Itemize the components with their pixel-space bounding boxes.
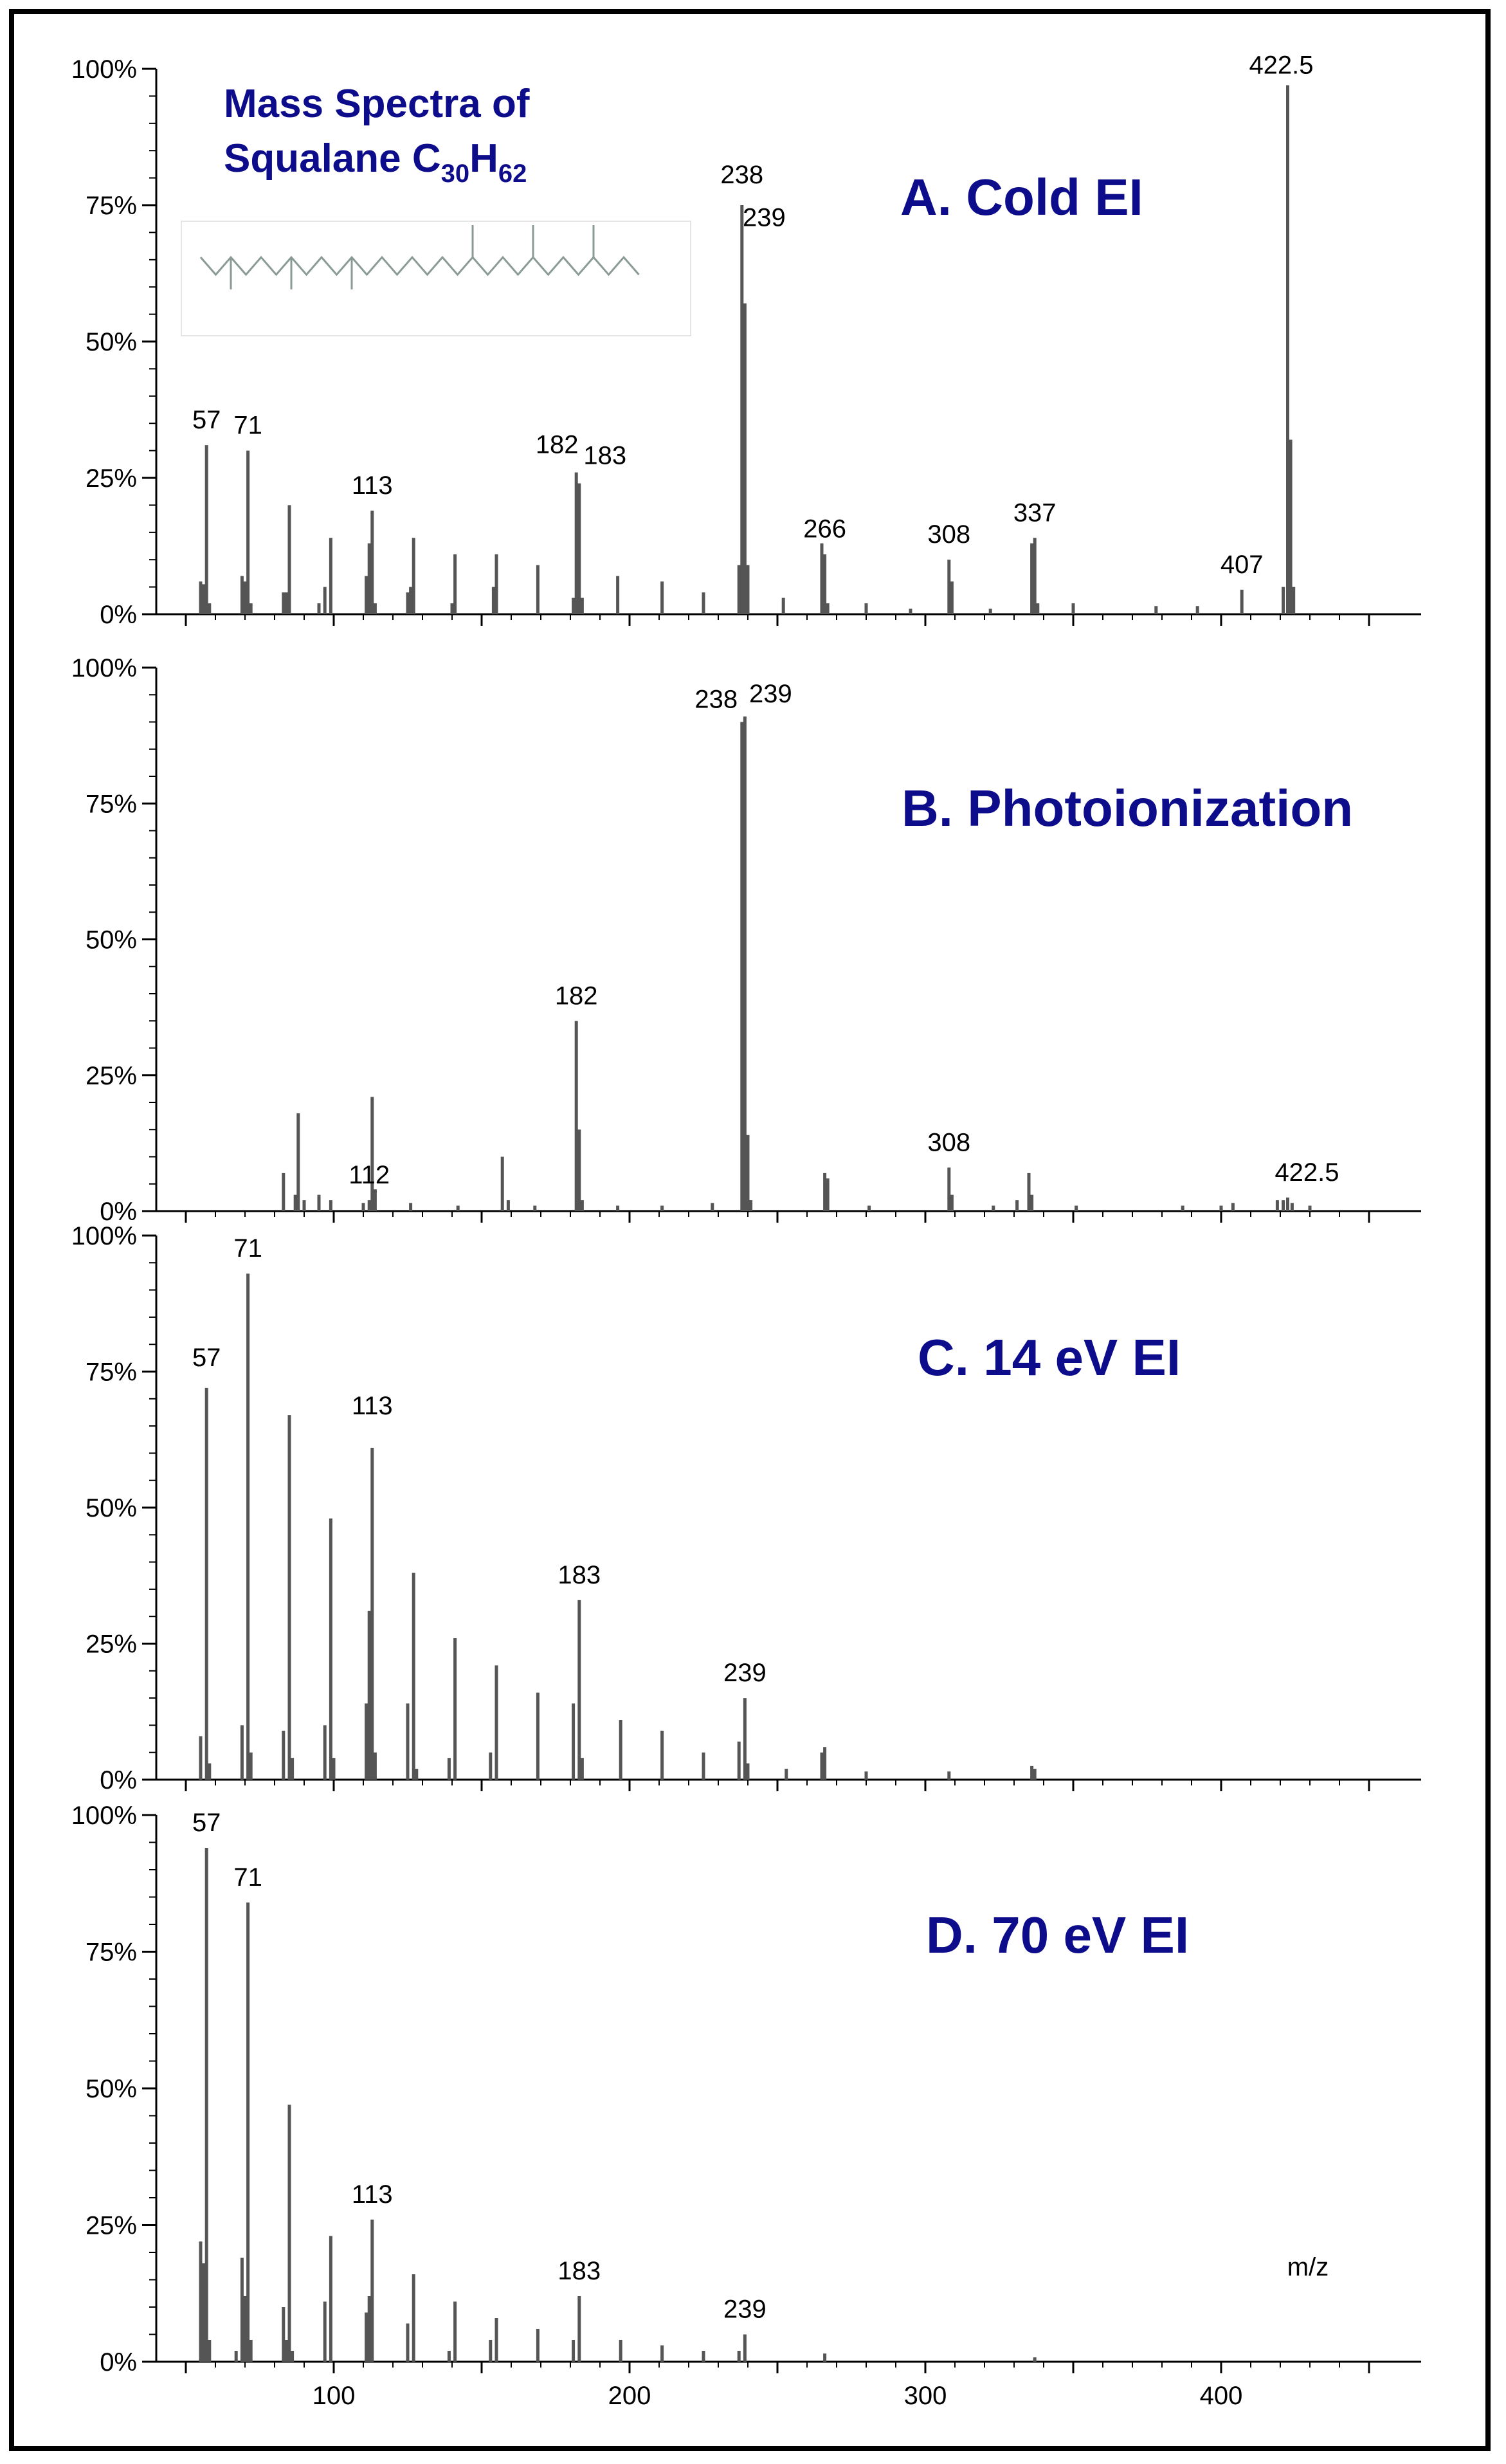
- y-tick-label: 0%: [100, 2348, 137, 2377]
- peak-label: 112: [349, 1161, 390, 1189]
- panel-title: B. Photoionization: [902, 780, 1353, 837]
- x-tick-label: 200: [608, 2382, 651, 2410]
- y-tick-label: 25%: [86, 464, 137, 493]
- figure-frame: 0% 25% 50% 75% 100% 57 71 113 182 183 238 239 266 308…: [9, 9, 1491, 2451]
- peak-label: 266: [803, 515, 846, 543]
- peak-label: 182: [536, 431, 579, 459]
- y-tick-label: 25%: [86, 1630, 137, 1659]
- peak-label: 71: [233, 1234, 262, 1263]
- y-tick-label: 100%: [71, 1222, 137, 1250]
- panel-title: D. 70 eV EI: [926, 1906, 1189, 1964]
- y-tick-label: 0%: [100, 1766, 137, 1794]
- peak-label: 239: [723, 2295, 767, 2324]
- y-tick-label: 100%: [71, 1802, 137, 1830]
- spectrum-panel-b: 0% 25% 50% 75% 100% 112 182 238 239 308 422.5 B. Ph…: [71, 654, 1421, 1226]
- y-tick-label: 50%: [86, 2075, 137, 2103]
- y-tick-label: 25%: [86, 1062, 137, 1090]
- peak-label: 337: [1013, 498, 1057, 527]
- x-axis-label: m/z: [1287, 2253, 1329, 2281]
- peak-label: 239: [749, 680, 792, 708]
- peak-label: 183: [558, 1561, 601, 1589]
- peak-label: 113: [352, 471, 393, 500]
- y-tick-label: 75%: [86, 1939, 137, 1967]
- y-tick-label: 75%: [86, 1358, 137, 1387]
- title-line-1: Mass Spectra of: [224, 82, 530, 126]
- peak-label: 182: [555, 981, 598, 1010]
- title-line-2: Squalane C30H62: [224, 136, 527, 188]
- squalane-structure-diagram: [181, 221, 691, 336]
- peak-label: 57: [192, 406, 221, 434]
- peak-label: 422.5: [1275, 1158, 1339, 1187]
- peak-label: 57: [192, 1344, 221, 1372]
- y-tick-label: 50%: [86, 926, 137, 954]
- peak-label: 308: [927, 1128, 970, 1156]
- peak-label: 422.5: [1249, 51, 1313, 79]
- spectrum-panel-d: 0% 25% 50% 75% 100% 100 200 300 400 57 71 113 183 239…: [71, 1802, 1421, 2410]
- peak-label: 183: [558, 2257, 601, 2285]
- y-tick-label: 100%: [71, 55, 137, 84]
- peak-label: 308: [927, 520, 970, 549]
- y-tick-label: 0%: [100, 1198, 137, 1226]
- x-tick-label: 400: [1200, 2382, 1243, 2410]
- peak-label: 183: [583, 441, 626, 470]
- peak-label: 71: [233, 412, 262, 440]
- y-tick-label: 75%: [86, 790, 137, 818]
- panel-title: A. Cold EI: [900, 169, 1143, 226]
- y-tick-label: 0%: [100, 601, 137, 629]
- peak-label: 238: [720, 161, 763, 189]
- x-tick-label: 300: [904, 2382, 947, 2410]
- x-tick-label: 100: [313, 2382, 356, 2410]
- peak-label: 239: [743, 204, 786, 232]
- y-tick-label: 50%: [86, 328, 137, 356]
- figure-title: Mass Spectra of Squalane C30H62: [224, 82, 530, 188]
- peak-label: 71: [233, 1863, 262, 1892]
- y-tick-label: 100%: [71, 654, 137, 682]
- peak-label: 113: [352, 2180, 393, 2209]
- peak-label: 113: [352, 1392, 393, 1420]
- y-tick-label: 75%: [86, 192, 137, 220]
- peak-label: 57: [192, 1809, 221, 1837]
- spectrum-panel-a: 0% 25% 50% 75% 100% 57 71 113 182 183 238 239 266 308…: [71, 51, 1421, 629]
- peak-label: 239: [723, 1659, 767, 1687]
- y-tick-label: 50%: [86, 1494, 137, 1522]
- carbon-chain: [199, 255, 640, 277]
- y-tick-label: 25%: [86, 2212, 137, 2240]
- peak-label: 407: [1220, 551, 1264, 579]
- spectrum-panel-c: 0% 25% 50% 75% 100% 57 71 113 183 239 C. 14 eV EI: [71, 1222, 1421, 1794]
- peak-label: 238: [694, 686, 738, 714]
- panel-title: C. 14 eV EI: [918, 1329, 1181, 1386]
